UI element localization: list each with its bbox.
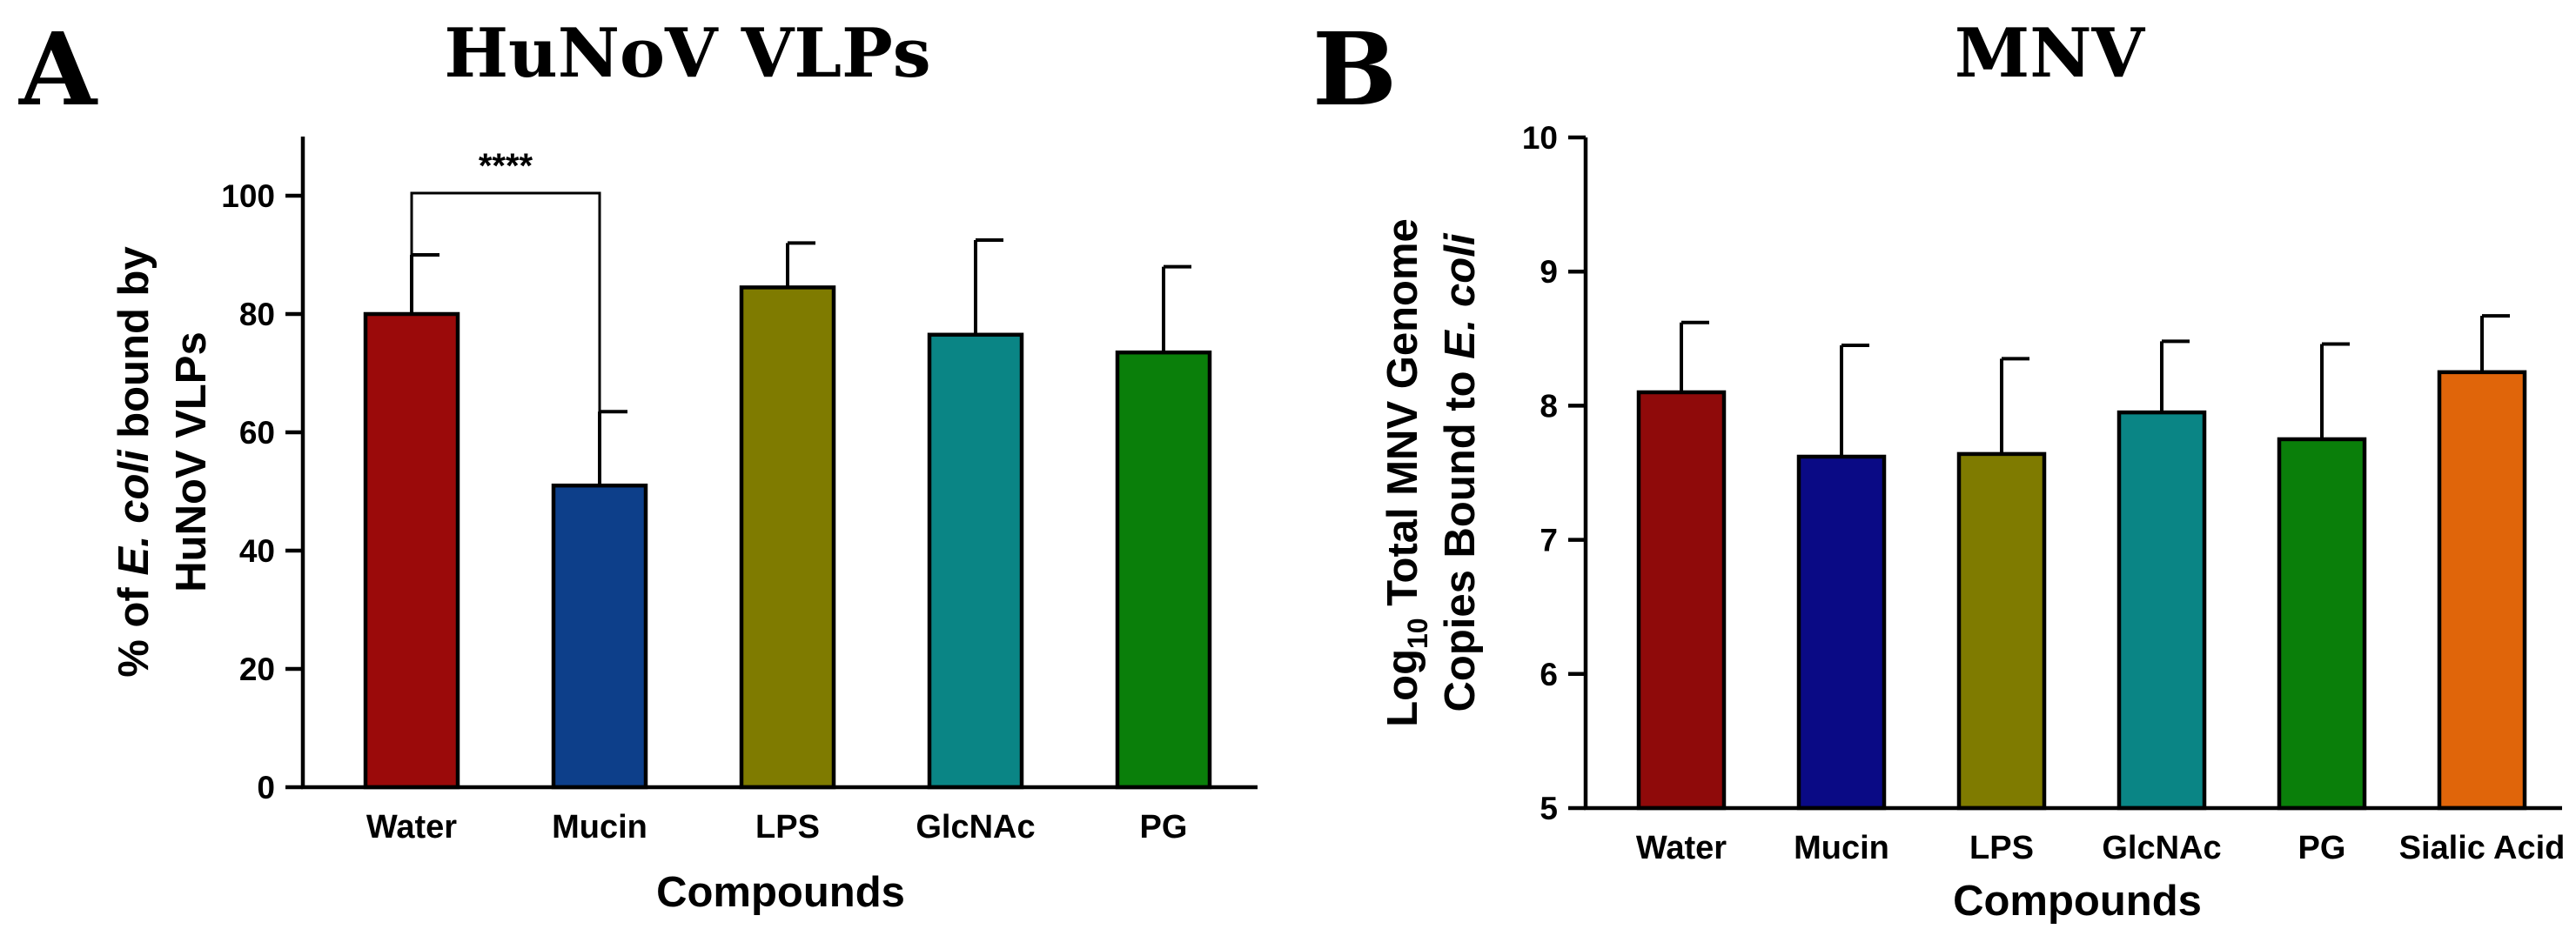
bar-mucin bbox=[1796, 454, 1887, 811]
bar-water bbox=[1636, 390, 1727, 811]
y-tick-label: 80 bbox=[239, 297, 275, 332]
bar-water bbox=[363, 311, 460, 790]
y-axis-title-line: HuNoV VLPs bbox=[168, 331, 215, 591]
y-axis-title-line: % of E. coli bound by bbox=[111, 246, 158, 677]
panel-a-title: HuNoV VLPs bbox=[444, 14, 930, 93]
bar-sialic-acid bbox=[2437, 370, 2527, 811]
panel-b-y-axis-title: Log10 Total MNV Genome Copies Bound to E.… bbox=[1379, 218, 1484, 727]
y-tick-label: 40 bbox=[239, 533, 275, 569]
panel-b-letter: B bbox=[1312, 11, 1397, 129]
category-label: Mucin bbox=[552, 809, 647, 845]
category-label: Water bbox=[1636, 830, 1727, 866]
bar-lps bbox=[739, 285, 836, 790]
significance-bracket bbox=[410, 191, 601, 481]
panel-a-y-axis-title: % of E. coli bound by HuNoV VLPs bbox=[111, 246, 215, 677]
panel-a: A HuNoV VLPs % of E. coli bound by HuNoV … bbox=[18, 11, 1258, 916]
panel-b-category-labels: Water Mucin LPS GlcNAc PG Sialic Acid bbox=[1636, 830, 2565, 866]
panel-b-bars bbox=[1636, 370, 2527, 811]
category-label: Sialic Acid bbox=[2399, 830, 2566, 866]
y-tick-label: 8 bbox=[1540, 388, 1558, 424]
category-label: Mucin bbox=[1794, 830, 1889, 866]
significance-label: **** bbox=[479, 147, 533, 185]
category-label: LPS bbox=[1969, 830, 2034, 866]
y-tick-label: 10 bbox=[1522, 120, 1558, 156]
y-axis-title-line: Copies Bound to E. coli bbox=[1437, 232, 1484, 712]
panel-a-y-ticks: 0 20 40 60 80 100 bbox=[221, 178, 303, 805]
bar-glcnac bbox=[927, 332, 1024, 790]
y-tick-label: 20 bbox=[239, 652, 275, 687]
panel-a-significance: **** bbox=[410, 147, 601, 481]
panel-b-title: MNV bbox=[1955, 14, 2146, 93]
y-tick-label: 7 bbox=[1540, 523, 1558, 558]
bar-glcnac bbox=[2116, 410, 2207, 811]
category-label: GlcNAc bbox=[2102, 830, 2221, 866]
category-label: Water bbox=[366, 809, 457, 845]
y-tick-label: 5 bbox=[1540, 791, 1558, 826]
panel-a-category-labels: Water Mucin LPS GlcNAc PG bbox=[366, 809, 1188, 845]
panel-a-x-axis-title: Compounds bbox=[656, 869, 905, 916]
panel-b-x-axis-title: Compounds bbox=[1953, 878, 2202, 925]
bar-pg bbox=[2277, 437, 2367, 811]
panel-b-y-ticks: 5 6 7 8 9 10 bbox=[1522, 120, 1586, 826]
category-label: PG bbox=[1140, 809, 1188, 845]
y-tick-label: 0 bbox=[257, 770, 275, 805]
category-label: PG bbox=[2298, 830, 2346, 866]
y-tick-label: 9 bbox=[1540, 254, 1558, 290]
panel-b-error-bars bbox=[1680, 314, 2510, 457]
category-label: LPS bbox=[755, 809, 820, 845]
bar-mucin bbox=[551, 483, 648, 790]
bar-pg bbox=[1115, 350, 1212, 790]
bar-lps bbox=[1956, 451, 2047, 811]
panel-b: B MNV Log10 Total MNV Genome Copies Bound… bbox=[1312, 11, 2565, 925]
y-tick-label: 6 bbox=[1540, 657, 1558, 692]
y-tick-label: 60 bbox=[239, 415, 275, 451]
panel-a-letter: A bbox=[18, 11, 98, 129]
panel-a-bars bbox=[363, 285, 1212, 790]
category-label: GlcNAc bbox=[916, 809, 1035, 845]
y-tick-label: 100 bbox=[221, 178, 275, 214]
y-axis-title-line: Log10 Total MNV Genome bbox=[1379, 218, 1433, 727]
